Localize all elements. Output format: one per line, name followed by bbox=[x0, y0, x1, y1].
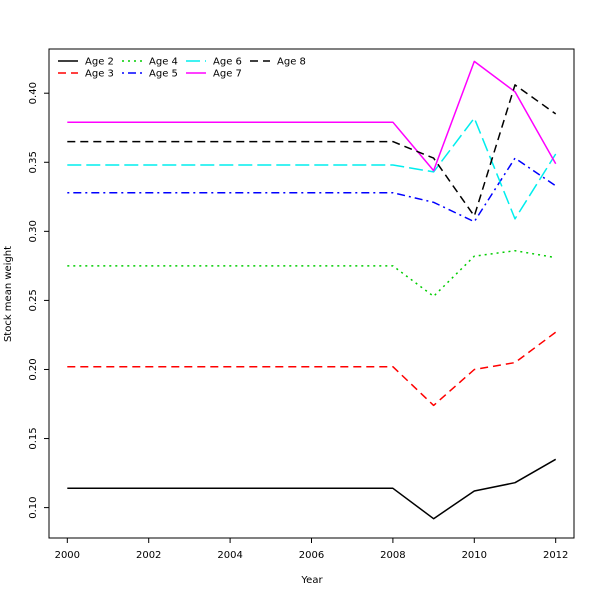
series-line-age-3 bbox=[67, 331, 557, 407]
y-axis-title: Stock mean weight bbox=[3, 246, 14, 342]
legend-label: Age 3 bbox=[85, 69, 114, 80]
y-axis: 0.10 0.15 0.20 0.25 0.30 0.35 0.40 bbox=[28, 82, 49, 519]
y-tick-label: 0.25 bbox=[28, 289, 39, 311]
x-tick-label: 2004 bbox=[217, 550, 242, 561]
x-tick-label: 2012 bbox=[543, 550, 568, 561]
legend-item: Age 2 bbox=[58, 57, 114, 68]
legend-label: Age 6 bbox=[213, 57, 242, 68]
series-line-age-6 bbox=[67, 117, 557, 220]
y-tick-label: 0.20 bbox=[28, 358, 39, 380]
x-tick-label: 2008 bbox=[380, 550, 405, 561]
legend-item: Age 3 bbox=[58, 69, 114, 80]
legend-label: Age 8 bbox=[277, 57, 306, 68]
legend-label: Age 2 bbox=[85, 57, 114, 68]
x-tick-label: 2000 bbox=[55, 550, 80, 561]
y-tick-label: 0.10 bbox=[28, 496, 39, 518]
y-tick-label: 0.30 bbox=[28, 220, 39, 242]
x-axis: 2000 2002 2004 2006 2008 2010 2012 bbox=[55, 538, 568, 561]
x-tick-label: 2002 bbox=[136, 550, 161, 561]
legend-label: Age 7 bbox=[213, 69, 242, 80]
y-tick-label: 0.40 bbox=[28, 82, 39, 104]
legend-item: Age 6 bbox=[186, 57, 242, 68]
legend-label: Age 5 bbox=[149, 69, 178, 80]
series-line-age-5 bbox=[67, 157, 557, 223]
y-tick-label: 0.35 bbox=[28, 151, 39, 173]
legend-item: Age 4 bbox=[122, 57, 178, 68]
x-tick-label: 2006 bbox=[299, 550, 324, 561]
y-tick-label: 0.15 bbox=[28, 427, 39, 449]
legend-item: Age 8 bbox=[250, 57, 306, 68]
legend-label: Age 4 bbox=[149, 57, 178, 68]
x-tick-label: 2010 bbox=[462, 550, 487, 561]
series-line-age-4 bbox=[67, 249, 556, 298]
series-layer bbox=[67, 60, 557, 520]
series-line-age-7 bbox=[67, 60, 557, 172]
x-axis-title: Year bbox=[300, 575, 323, 586]
legend-item: Age 7 bbox=[186, 69, 242, 80]
series-line-age-2 bbox=[67, 458, 557, 520]
series-line-age-8 bbox=[67, 84, 557, 217]
legend-item: Age 5 bbox=[122, 69, 178, 80]
